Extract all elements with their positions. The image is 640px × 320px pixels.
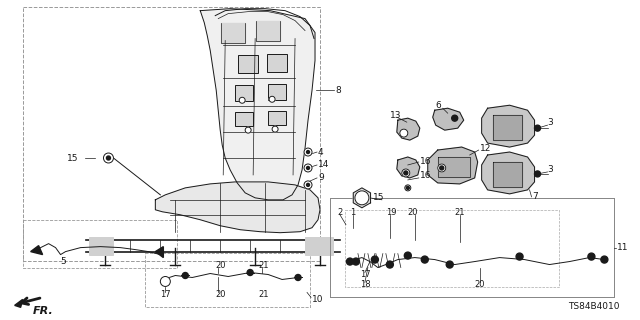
- Circle shape: [446, 261, 453, 268]
- Circle shape: [295, 275, 301, 280]
- Circle shape: [402, 169, 410, 177]
- Text: 20: 20: [215, 290, 226, 299]
- Circle shape: [440, 166, 444, 170]
- Circle shape: [272, 126, 278, 132]
- Bar: [235, 112, 253, 126]
- Text: FR.: FR.: [33, 306, 53, 316]
- Polygon shape: [482, 152, 534, 194]
- Text: 20: 20: [475, 280, 485, 289]
- Circle shape: [307, 150, 310, 154]
- Bar: [238, 55, 258, 73]
- Circle shape: [239, 97, 245, 103]
- Circle shape: [245, 127, 251, 133]
- Circle shape: [161, 276, 170, 286]
- Text: 7: 7: [532, 192, 538, 201]
- Bar: [330, 198, 614, 297]
- Circle shape: [269, 96, 275, 102]
- Circle shape: [404, 252, 412, 259]
- Text: 3: 3: [547, 165, 553, 174]
- Polygon shape: [428, 147, 477, 184]
- Polygon shape: [493, 162, 522, 187]
- Text: TS84B4010: TS84B4010: [568, 302, 620, 311]
- Text: 2: 2: [337, 208, 342, 217]
- Text: 10: 10: [312, 295, 323, 304]
- Polygon shape: [256, 20, 280, 41]
- Polygon shape: [433, 108, 464, 130]
- Text: 9: 9: [318, 173, 324, 182]
- Polygon shape: [156, 182, 320, 233]
- Circle shape: [387, 261, 394, 268]
- Text: 1: 1: [350, 208, 355, 217]
- Text: 8: 8: [335, 86, 340, 95]
- Text: 5: 5: [61, 257, 67, 266]
- Circle shape: [601, 256, 608, 263]
- Text: 17: 17: [161, 290, 171, 299]
- Text: 6: 6: [436, 101, 442, 110]
- Text: 21: 21: [258, 290, 269, 299]
- Text: 15: 15: [67, 154, 79, 163]
- Text: 19: 19: [386, 208, 396, 217]
- Bar: [267, 54, 287, 72]
- Text: 14: 14: [318, 160, 330, 170]
- Circle shape: [346, 258, 353, 265]
- Circle shape: [421, 256, 428, 263]
- Polygon shape: [397, 157, 420, 178]
- Text: 13: 13: [390, 111, 401, 120]
- Circle shape: [304, 164, 312, 172]
- Circle shape: [307, 166, 310, 170]
- Text: 18: 18: [360, 280, 371, 289]
- Bar: [235, 85, 253, 101]
- Text: 4: 4: [318, 148, 324, 156]
- Polygon shape: [200, 9, 315, 200]
- Circle shape: [588, 253, 595, 260]
- Text: 20: 20: [215, 261, 226, 270]
- Bar: [268, 84, 286, 100]
- Circle shape: [304, 148, 312, 156]
- Polygon shape: [482, 105, 534, 147]
- Text: 16: 16: [420, 172, 431, 180]
- Circle shape: [371, 256, 378, 263]
- Circle shape: [247, 269, 253, 276]
- Bar: [268, 111, 286, 125]
- Text: 11: 11: [618, 243, 629, 252]
- Text: 16: 16: [420, 157, 431, 166]
- Circle shape: [106, 156, 111, 160]
- Polygon shape: [493, 115, 522, 140]
- Bar: [305, 237, 333, 255]
- Circle shape: [400, 129, 408, 137]
- Circle shape: [405, 185, 411, 191]
- Circle shape: [406, 186, 410, 189]
- Polygon shape: [353, 188, 371, 208]
- Polygon shape: [156, 247, 163, 258]
- Circle shape: [104, 153, 113, 163]
- Text: 21: 21: [258, 261, 269, 270]
- Text: 21: 21: [454, 208, 465, 217]
- Circle shape: [355, 191, 369, 205]
- Text: 17: 17: [360, 270, 371, 279]
- Circle shape: [452, 115, 458, 121]
- Circle shape: [304, 181, 312, 189]
- Polygon shape: [397, 118, 420, 140]
- Text: 3: 3: [547, 118, 553, 127]
- Text: 12: 12: [479, 144, 491, 153]
- Text: 20: 20: [408, 208, 419, 217]
- Circle shape: [404, 171, 408, 175]
- Circle shape: [516, 253, 523, 260]
- Polygon shape: [15, 300, 22, 307]
- Polygon shape: [438, 157, 470, 177]
- Text: 15: 15: [373, 193, 385, 202]
- Circle shape: [438, 164, 445, 172]
- Circle shape: [307, 183, 310, 186]
- Circle shape: [353, 258, 360, 265]
- Circle shape: [534, 125, 541, 131]
- Polygon shape: [31, 246, 43, 255]
- Bar: [88, 237, 113, 255]
- Polygon shape: [221, 23, 245, 43]
- Circle shape: [534, 171, 541, 177]
- Circle shape: [182, 273, 188, 278]
